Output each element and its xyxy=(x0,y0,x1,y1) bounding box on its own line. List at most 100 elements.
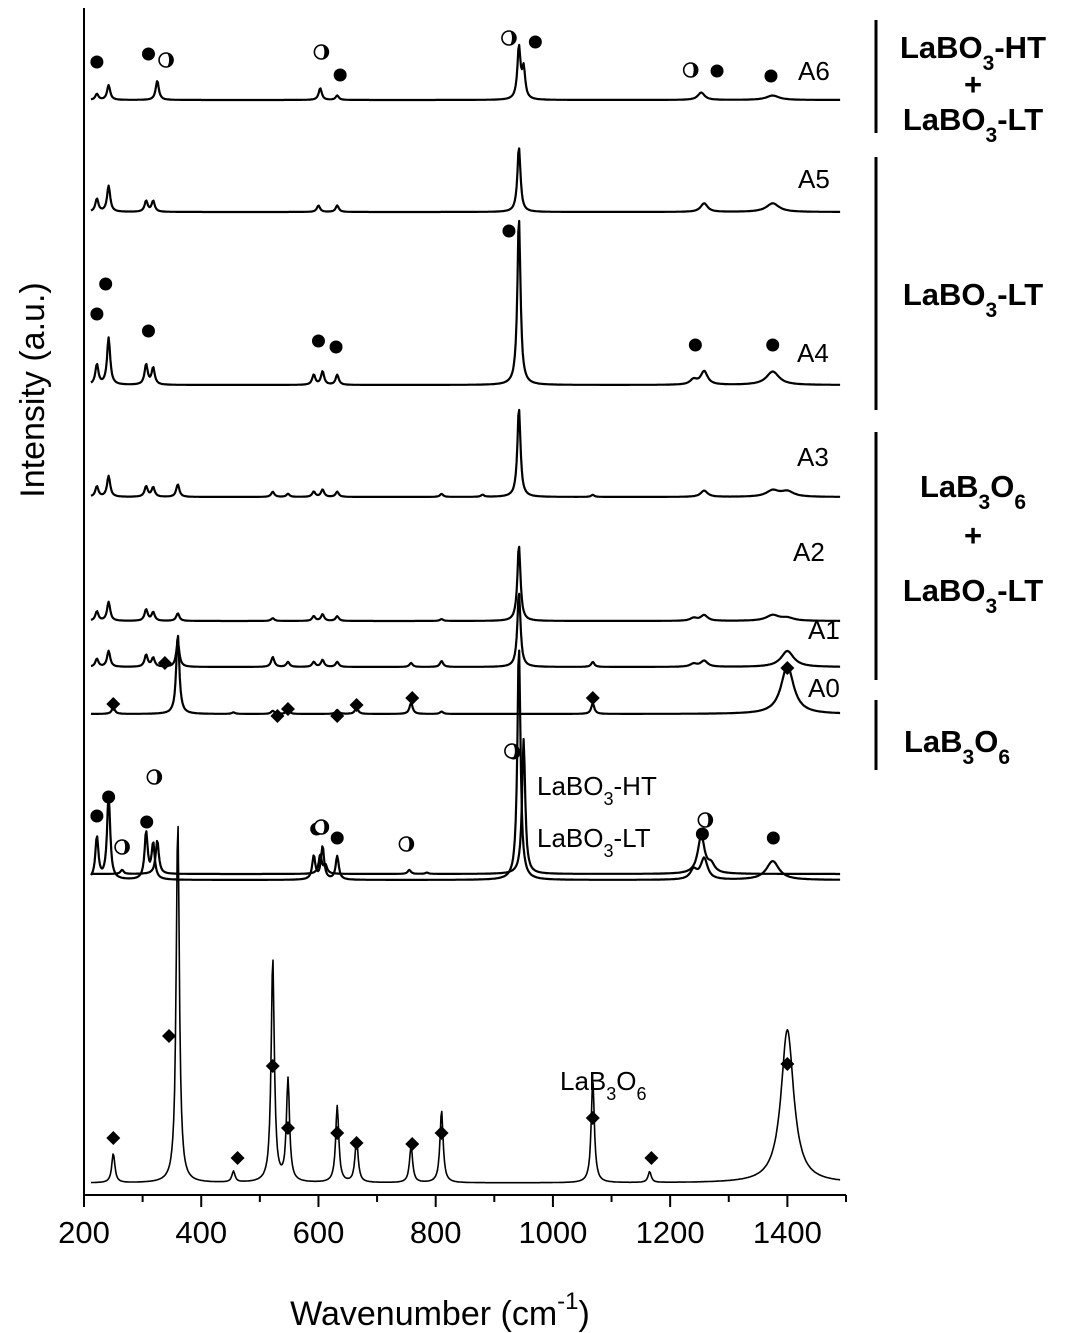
lab3o6-band-marker xyxy=(434,1126,449,1140)
spectrum-a4 xyxy=(90,219,841,386)
x-tick-label: 400 xyxy=(175,1215,227,1250)
lab3o6-band-marker xyxy=(265,1059,280,1073)
curve-label-part: O xyxy=(616,1066,636,1096)
lt-band-marker xyxy=(141,324,155,338)
group-label-line: LaBO3-LT xyxy=(903,277,1043,322)
ht-band-marker xyxy=(501,30,517,46)
group-label-subscript: 6 xyxy=(998,746,1010,769)
curve-label-subscript: 3 xyxy=(604,841,614,861)
peak-markers xyxy=(90,30,795,1165)
x-axis-title-text: Wavenumber (cm xyxy=(290,1295,557,1333)
group-label-text: + xyxy=(964,518,982,553)
group-label-text: LaBO xyxy=(903,277,986,312)
spectrum-a0 xyxy=(90,634,841,715)
lab3o6-band-marker xyxy=(780,661,795,675)
lt-band-marker xyxy=(90,809,104,823)
group-label-text: LaBO xyxy=(900,30,983,65)
ht-band-marker-half xyxy=(122,840,130,855)
lab3o6-band-marker xyxy=(585,1111,600,1125)
spectrum-a1 xyxy=(90,592,841,668)
lab3o6-band-marker xyxy=(644,1151,659,1165)
ht-band-marker-half xyxy=(166,53,174,67)
curve-label-a4: A4 xyxy=(797,338,829,368)
axes: 200 400 600 800 1000 1200 1400 xyxy=(58,8,847,1250)
group-label-text: LaBO xyxy=(903,573,986,608)
curve-label-part: -LT xyxy=(614,823,651,853)
spectrum-labo3-lt xyxy=(90,649,841,881)
group-label-subscript: 6 xyxy=(1014,491,1026,514)
curve-label-a6: A6 xyxy=(798,56,830,86)
phase-group-annotations: LaBO3-HT+LaBO3-LTLaBO3-LTLaB3O6+LaBO3-LT… xyxy=(874,20,1046,770)
curve-label-a3: A3 xyxy=(797,442,829,472)
lab3o6-band-marker xyxy=(405,691,420,705)
lab3o6-band-marker xyxy=(280,702,295,716)
lab3o6-band-marker xyxy=(330,1126,345,1140)
spectrum-a5 xyxy=(90,147,841,214)
y-axis-title: Intensity (a.u.) xyxy=(14,282,52,497)
lt-band-marker xyxy=(695,827,709,841)
lt-band-marker xyxy=(99,277,113,291)
group-label-text: LaB xyxy=(920,469,979,504)
ht-band-marker xyxy=(114,839,130,855)
ht-band-marker-half xyxy=(406,837,414,852)
lab3o6-band-marker xyxy=(330,709,345,723)
lt-band-marker xyxy=(528,35,542,49)
lt-band-marker xyxy=(330,831,344,845)
lab3o6-band-marker xyxy=(230,1151,245,1165)
ht-band-marker-half xyxy=(690,63,698,77)
lab3o6-band-marker xyxy=(780,1057,795,1071)
group-label-text: + xyxy=(964,67,982,102)
lab3o6-band-marker xyxy=(349,698,364,712)
ht-band-marker-half xyxy=(511,744,519,758)
lab3o6-band-marker xyxy=(349,1136,364,1150)
spectrum-labo3-ht xyxy=(90,737,841,876)
lab3o6-band-marker xyxy=(161,1029,176,1043)
x-tick-label: 200 xyxy=(58,1215,110,1250)
lt-band-marker xyxy=(766,338,780,352)
curve-label-part: LaBO xyxy=(537,771,604,801)
spectrum-a3 xyxy=(90,408,841,498)
curve-label-a2: A2 xyxy=(793,537,825,567)
lt-band-marker xyxy=(329,340,343,354)
group-label-text: -LT xyxy=(997,277,1043,312)
group-label-line: + xyxy=(964,518,982,553)
ht-band-marker xyxy=(682,62,699,78)
lab3o6-band-marker xyxy=(270,709,285,723)
ht-band-marker-half xyxy=(321,820,329,834)
curve-label-part: -HT xyxy=(614,771,657,801)
group-label-line: + xyxy=(964,67,982,102)
x-tick-label: 1200 xyxy=(636,1215,705,1250)
x-tick-label: 1000 xyxy=(518,1215,587,1250)
ht-band-marker xyxy=(313,819,330,835)
group-label-text: O xyxy=(974,724,998,759)
lt-band-marker xyxy=(102,790,116,804)
group-label-subscript: 3 xyxy=(983,52,995,75)
curve-label-a1: A1 xyxy=(808,615,840,645)
ht-band-marker-half xyxy=(154,770,162,785)
group-label-line: LaBO3-LT xyxy=(903,573,1043,618)
ht-band-marker-half xyxy=(321,45,329,59)
group-label-line: LaB3O6 xyxy=(904,724,1010,769)
ht-band-marker xyxy=(158,52,174,68)
x-tick-label: 800 xyxy=(410,1215,462,1250)
lt-band-marker xyxy=(141,47,155,61)
curve-label-labo3-lt: LaBO3-LT xyxy=(537,823,651,861)
group-label-text: LaBO xyxy=(903,102,986,137)
ht-band-marker xyxy=(313,44,330,60)
curve-label-subscript: 3 xyxy=(606,1084,616,1104)
ht-band-marker xyxy=(697,812,714,828)
x-tick-label: 1400 xyxy=(753,1215,822,1250)
group-label-line: LaBO3-HT xyxy=(900,30,1046,75)
group-label-subscript: 3 xyxy=(986,299,998,322)
group-label-text: LaB xyxy=(904,724,963,759)
group-label-line: LaBO3-LT xyxy=(903,102,1043,147)
spectrum-a2 xyxy=(90,545,841,623)
spectrum-a6 xyxy=(90,43,841,102)
group-label-subscript: 3 xyxy=(963,746,975,769)
lab3o6-band-marker xyxy=(157,656,172,670)
spectrum-lab3o6 xyxy=(90,825,841,1184)
x-tick-label: 600 xyxy=(293,1215,345,1250)
lt-band-marker xyxy=(333,68,347,82)
lab3o6-band-marker xyxy=(585,691,600,705)
group-label-text: -LT xyxy=(997,102,1043,137)
